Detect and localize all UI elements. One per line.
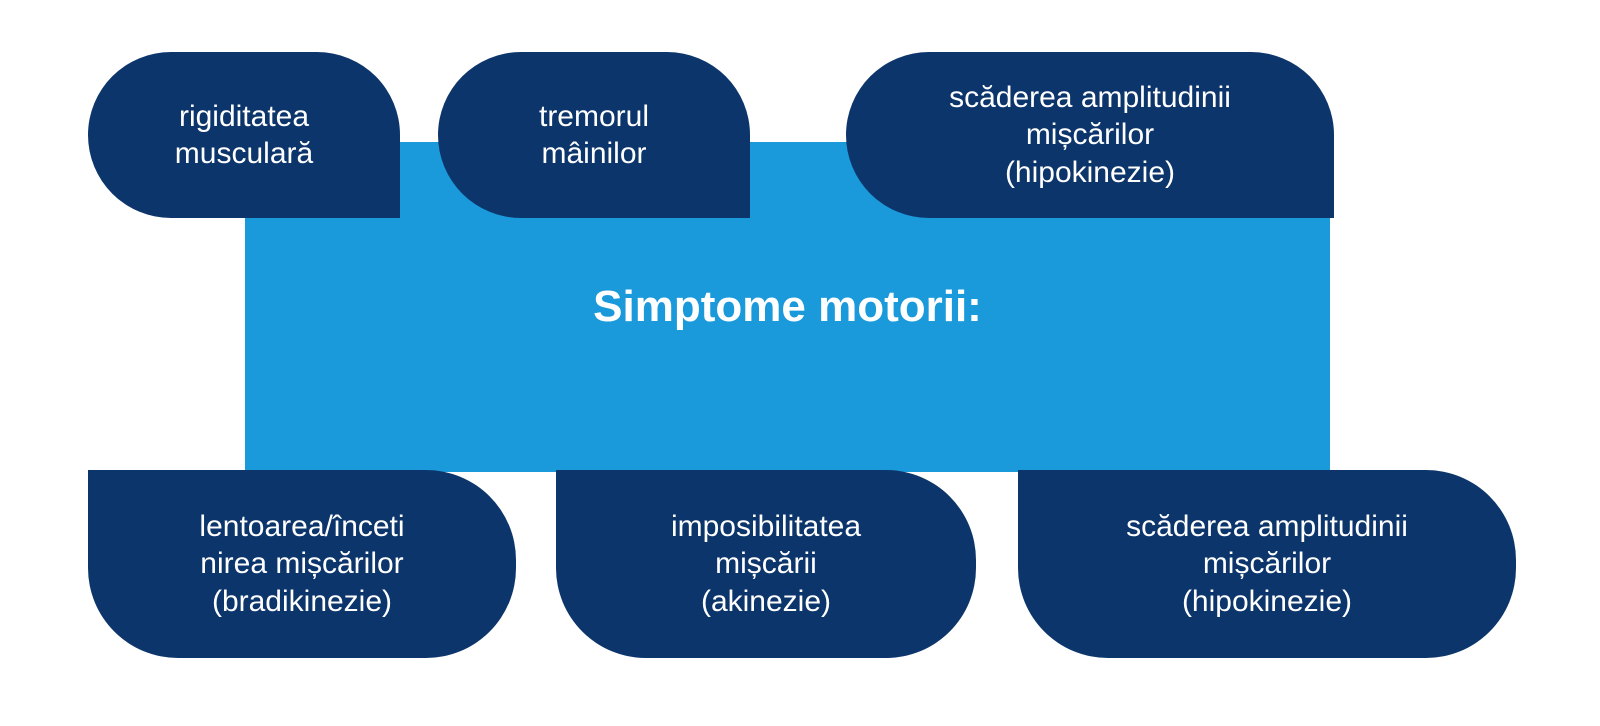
center-title-text: Simptome motorii: [593,282,982,332]
bubble-label: scăderea amplitudinii mișcărilor (hipoki… [1126,508,1408,621]
bubble-label: lentoarea/înceti nirea mișcărilor (bradi… [199,508,404,621]
bubble-label: tremorul mâinilor [539,98,649,173]
bubble-tremorul: tremorul mâinilor [438,52,750,218]
bubble-rigiditatea: rigiditatea musculară [88,52,400,218]
bubble-label: scăderea amplitudinii mișcărilor (hipoki… [949,79,1231,192]
bubble-label: imposibilitatea mișcării (akinezie) [671,508,861,621]
bubble-label: rigiditatea musculară [175,98,313,173]
bubble-akinezie: imposibilitatea mișcării (akinezie) [556,470,976,658]
bubble-hipokinezie-bottom: scăderea amplitudinii mișcărilor (hipoki… [1018,470,1516,658]
bubble-hipokinezie-top: scăderea amplitudinii mișcărilor (hipoki… [846,52,1334,218]
diagram-canvas: Simptome motorii: rigiditatea musculară … [0,0,1600,726]
bubble-bradikinezie: lentoarea/înceti nirea mișcărilor (bradi… [88,470,516,658]
